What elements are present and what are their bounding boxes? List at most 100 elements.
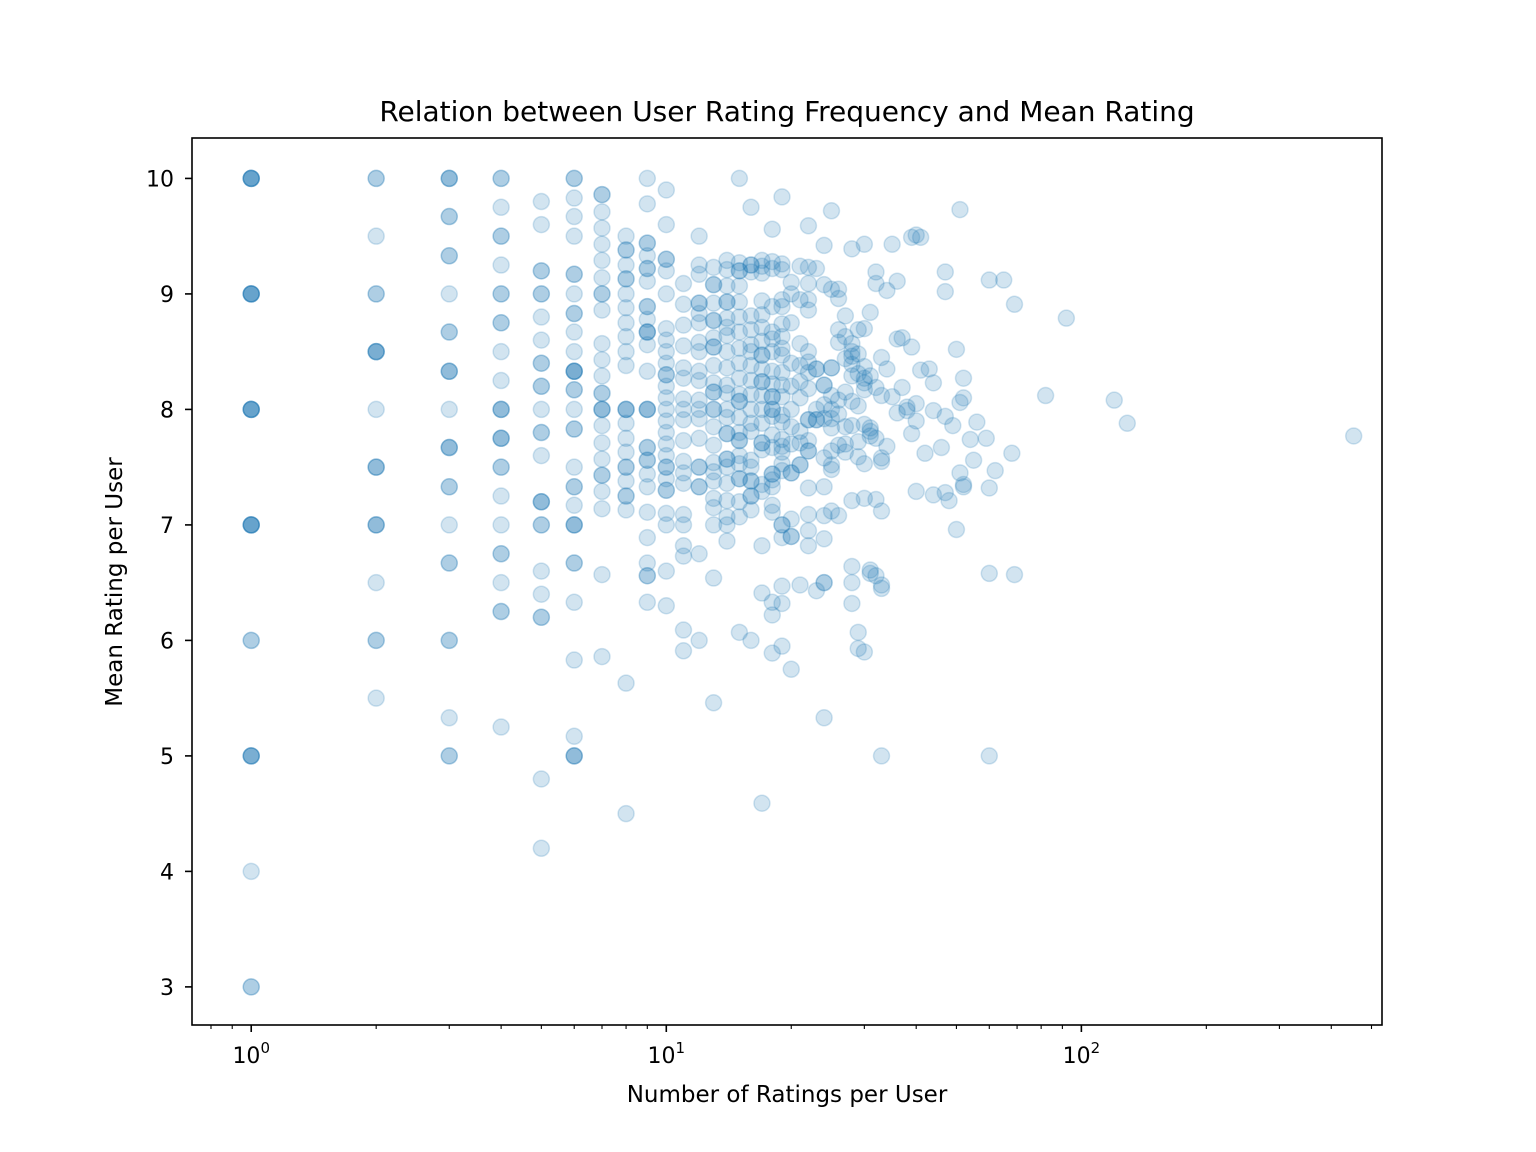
data-point	[657, 331, 676, 349]
data-point	[924, 401, 943, 420]
data-point	[690, 478, 708, 496]
data-point	[843, 240, 861, 258]
data-point	[532, 446, 551, 465]
data-point	[855, 374, 874, 392]
data-point	[742, 356, 760, 375]
data-point	[617, 429, 635, 448]
data-point	[742, 400, 760, 419]
data-point	[815, 573, 833, 592]
data-point	[843, 355, 861, 374]
data-point	[920, 360, 938, 378]
data-point	[674, 464, 693, 482]
data-point	[878, 281, 896, 300]
data-point	[753, 584, 771, 602]
data-point	[861, 419, 879, 437]
data-point	[718, 450, 736, 468]
y-tick-label: 10	[146, 167, 174, 192]
data-point	[674, 536, 693, 555]
data-point	[242, 169, 260, 188]
data-point	[492, 458, 510, 476]
data-point	[704, 463, 723, 481]
data-point	[638, 195, 657, 213]
data-point	[936, 282, 955, 301]
data-point	[657, 377, 676, 396]
data-point	[367, 169, 385, 188]
data-point	[657, 366, 676, 384]
data-point	[742, 320, 760, 339]
data-point	[367, 342, 385, 361]
data-point	[690, 458, 708, 476]
data-point	[773, 516, 791, 534]
data-point	[657, 597, 676, 615]
data-point	[836, 307, 855, 325]
data-point	[492, 400, 510, 419]
data-point	[617, 327, 635, 346]
data-point	[843, 342, 861, 361]
data-point	[440, 323, 459, 341]
data-point	[773, 461, 791, 480]
data-point	[742, 631, 760, 650]
data-point	[532, 354, 551, 372]
data-point	[753, 292, 771, 310]
data-point	[617, 241, 635, 259]
data-point	[742, 422, 760, 441]
data-point	[242, 747, 260, 765]
data-point	[638, 259, 657, 278]
data-point	[763, 297, 781, 316]
data-point	[791, 389, 809, 407]
data-point	[565, 304, 583, 323]
data-point	[893, 329, 911, 347]
data-point	[440, 709, 459, 727]
data-point	[742, 458, 760, 476]
data-point	[704, 338, 723, 356]
data-point	[718, 532, 736, 550]
data-point	[829, 289, 848, 308]
data-point	[718, 326, 736, 345]
data-point	[242, 631, 260, 650]
data-point	[492, 169, 510, 188]
chart-title: Relation between User Rating Frequency a…	[379, 95, 1194, 128]
data-point	[565, 727, 583, 746]
data-point	[565, 496, 583, 515]
data-point	[829, 405, 848, 423]
data-point	[718, 342, 736, 361]
data-point	[690, 429, 708, 448]
data-point	[730, 454, 749, 473]
data-point	[492, 400, 510, 419]
data-point	[617, 241, 635, 259]
data-point	[763, 387, 781, 406]
data-point	[763, 438, 781, 457]
data-point	[638, 566, 657, 585]
data-point	[763, 478, 781, 496]
data-point	[565, 265, 583, 284]
data-point	[753, 372, 771, 391]
data-point	[742, 487, 760, 505]
data-point	[593, 334, 611, 353]
data-point	[730, 323, 749, 341]
data-point	[617, 804, 635, 823]
data-point	[440, 554, 459, 572]
data-point	[898, 398, 916, 416]
data-point	[822, 409, 841, 428]
data-point	[1003, 444, 1021, 463]
data-point	[367, 458, 385, 476]
data-point	[638, 400, 657, 419]
data-point	[690, 371, 708, 390]
data-point	[753, 434, 771, 452]
data-point	[638, 451, 657, 469]
data-point	[742, 451, 760, 469]
data-point	[742, 414, 760, 433]
data-point	[638, 234, 657, 252]
data-point	[565, 516, 583, 534]
data-point	[1105, 391, 1123, 409]
data-point	[799, 363, 818, 382]
data-point	[1344, 427, 1363, 445]
data-point	[242, 400, 260, 419]
data-point	[690, 256, 708, 274]
data-point	[791, 356, 809, 375]
data-point	[440, 247, 459, 265]
data-point	[704, 356, 723, 375]
data-point	[674, 337, 693, 355]
data-point	[565, 189, 583, 207]
data-point	[799, 379, 818, 398]
